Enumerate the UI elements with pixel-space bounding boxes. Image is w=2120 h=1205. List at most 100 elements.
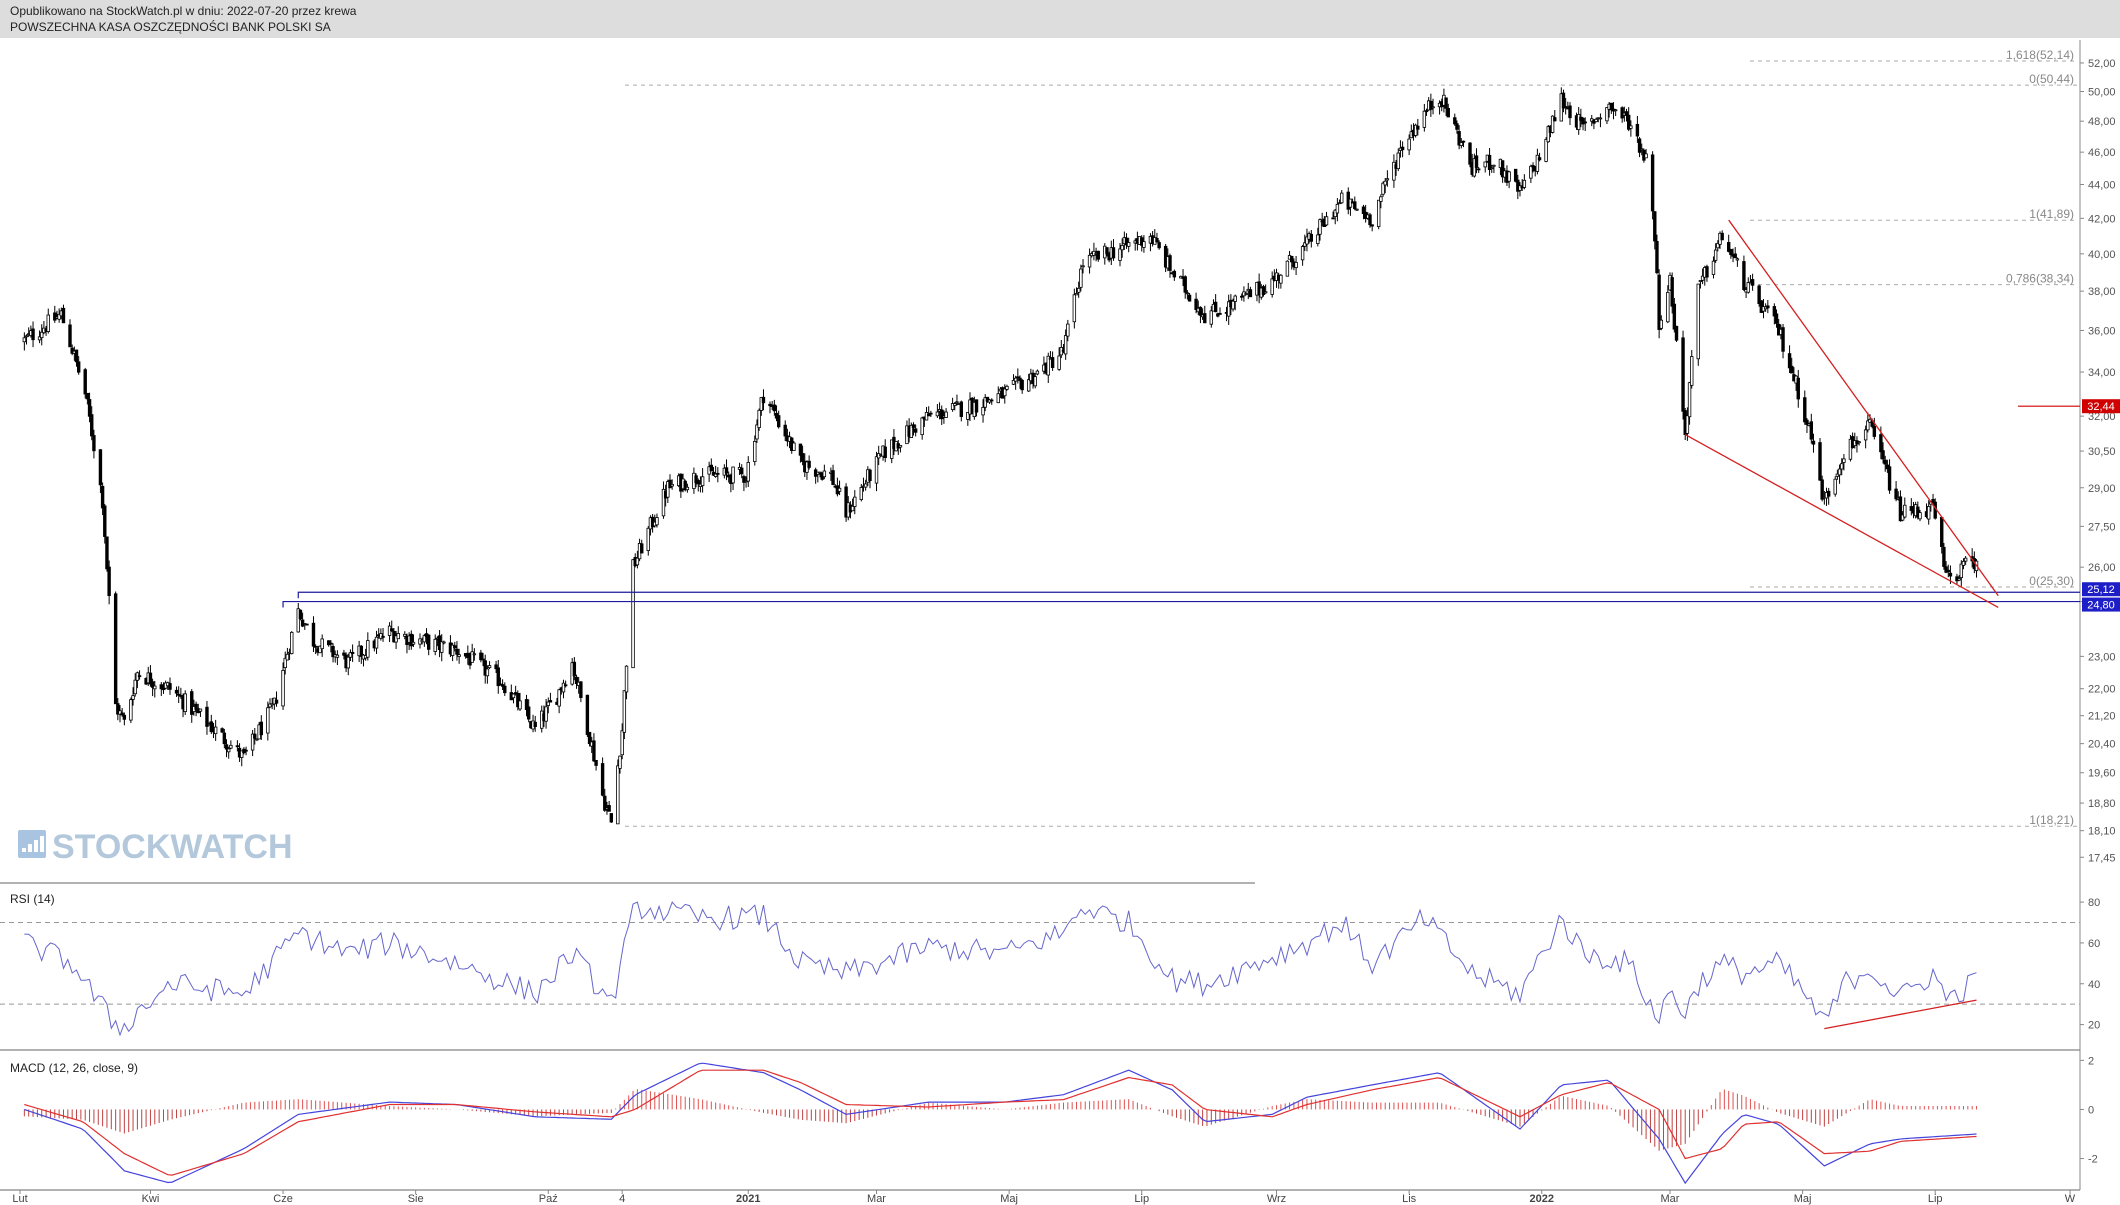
candle-body (1233, 295, 1237, 302)
candle-body (940, 409, 944, 420)
candle-body (83, 369, 87, 395)
candle-body (863, 483, 868, 488)
candle-body (1203, 313, 1207, 324)
candle-body (1157, 242, 1161, 249)
candle-body (1576, 114, 1581, 131)
candle (1670, 272, 1674, 314)
candle-body (481, 658, 485, 661)
candle (290, 631, 294, 655)
candle-body (1766, 305, 1770, 309)
candle-body (133, 679, 137, 695)
published-info: Opublikowano na StockWatch.pl w dniu: 20… (10, 4, 357, 18)
candle (1335, 198, 1340, 222)
candle-body (913, 428, 918, 433)
candle (1285, 260, 1290, 277)
candle (768, 401, 772, 414)
candle-body (1650, 154, 1655, 212)
candle (731, 466, 735, 491)
candle-body (1746, 282, 1750, 293)
candle (1809, 413, 1814, 444)
candle-body (1811, 440, 1816, 445)
candle-body (1898, 496, 1903, 522)
candle-body (1666, 291, 1670, 323)
candle-body (983, 397, 987, 408)
candle-body (1066, 323, 1070, 337)
candle (320, 634, 324, 657)
candle-body (1457, 131, 1461, 146)
candle (807, 455, 811, 470)
candle-body (100, 485, 105, 509)
candle-body (772, 404, 777, 412)
candle-body (1535, 154, 1540, 172)
candle-body (1894, 488, 1898, 500)
candle-body (792, 442, 796, 451)
watermark-icon-bar (40, 836, 44, 852)
candle-body (1072, 294, 1077, 323)
candle-body (587, 731, 592, 745)
candle (1035, 369, 1040, 376)
candle (985, 396, 990, 403)
candle (1155, 232, 1159, 243)
candle (1429, 93, 1433, 117)
candle-body (807, 460, 811, 468)
candle (694, 473, 698, 488)
candle (296, 603, 300, 633)
candle (268, 698, 272, 709)
candle-body (1726, 242, 1731, 252)
candle (913, 424, 918, 437)
candle (1529, 164, 1533, 183)
candle-body (526, 706, 531, 720)
candle (440, 634, 444, 662)
candle (1507, 170, 1511, 189)
candle (253, 728, 257, 745)
candle-body (313, 645, 318, 648)
price-axis-label: 36,00 (2088, 325, 2116, 337)
candle-body (1568, 105, 1572, 119)
candle-body (1453, 117, 1457, 125)
candle-body (229, 744, 233, 749)
candle (1118, 242, 1122, 267)
candle (1637, 136, 1642, 158)
candle (1468, 142, 1472, 168)
candle-body (953, 403, 957, 406)
candle (346, 653, 350, 676)
candle (1918, 509, 1922, 522)
candle-body (1429, 100, 1433, 110)
candle (190, 689, 194, 723)
candle-body (742, 476, 746, 483)
candle (311, 616, 316, 652)
candle (622, 690, 627, 740)
candle-body (68, 324, 72, 348)
candle-body (1076, 287, 1081, 293)
candle (1396, 148, 1400, 172)
candle-body (331, 645, 335, 658)
candle (724, 459, 729, 481)
candle (57, 308, 61, 323)
candle (205, 700, 209, 735)
candle-body (1050, 357, 1055, 368)
candle-body (1563, 106, 1568, 108)
candle-body (1185, 292, 1190, 295)
candle-body (1720, 232, 1724, 241)
fibonacci-level-label: 0(25,30) (2029, 574, 2074, 588)
candle (98, 448, 103, 494)
candle (1057, 347, 1061, 371)
candle (1961, 558, 1966, 570)
candle (837, 480, 842, 496)
candle-body (990, 399, 994, 402)
candle (240, 750, 244, 767)
candle (53, 305, 57, 323)
candle (1305, 228, 1309, 252)
candle (131, 687, 135, 706)
candle-body (761, 396, 766, 404)
candle-body (366, 640, 370, 658)
candle-body (1809, 421, 1814, 440)
candle (800, 445, 805, 466)
candle (1066, 319, 1070, 342)
candle (500, 679, 505, 690)
candle-body (1609, 102, 1614, 111)
candle (381, 627, 385, 642)
time-axis-label: Sie (408, 1193, 424, 1205)
candle-body (1750, 279, 1755, 286)
candle (272, 697, 277, 710)
